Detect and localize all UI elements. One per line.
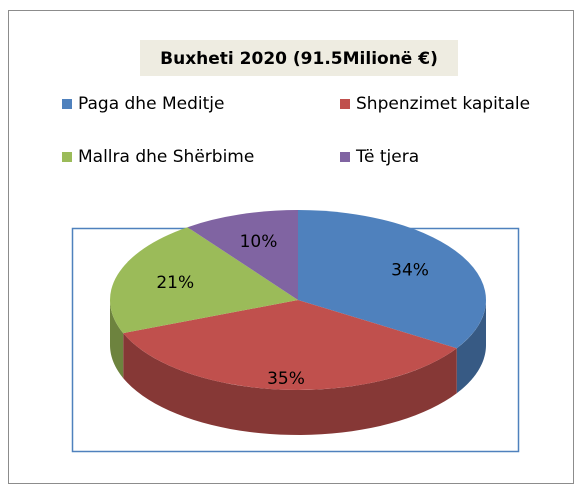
legend-label: Mallra dhe Shërbime — [78, 147, 254, 167]
legend-swatch — [340, 99, 350, 109]
pie-slice-side — [123, 333, 457, 435]
legend-swatch — [340, 152, 350, 162]
data-label: 34% — [391, 261, 429, 281]
legend-label: Të tjera — [355, 147, 419, 167]
legend-swatch — [62, 152, 72, 162]
data-label: 10% — [240, 232, 278, 252]
legend-swatch — [62, 99, 72, 109]
pie-slice — [298, 210, 486, 349]
pie-slice — [123, 300, 457, 390]
pie-slice-side — [456, 300, 486, 394]
title-box — [140, 40, 458, 76]
pie-slice-side — [110, 300, 124, 379]
pie-slice — [187, 210, 298, 300]
legend-label: Shpenzimet kapitale — [356, 94, 530, 114]
pie-slice — [110, 227, 298, 334]
data-label: 21% — [156, 273, 194, 293]
chart-title: Buxheti 2020 (91.5Milionë €) — [160, 49, 438, 69]
legend-label: Paga dhe Meditje — [78, 94, 224, 114]
data-label: 35% — [267, 369, 305, 389]
